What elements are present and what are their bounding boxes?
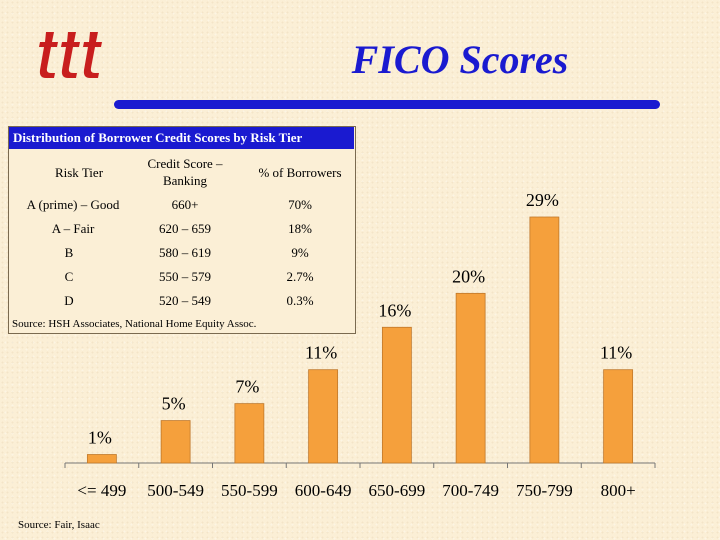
table-cell-score: 580 – 619 — [159, 245, 211, 260]
chart-source-note: Source: Fair, Isaac — [18, 519, 100, 531]
table-cell-tier: A – Fair — [51, 221, 95, 236]
x-tick-label: 750-799 — [516, 481, 573, 500]
table-cell-pct: 70% — [288, 197, 312, 212]
table-header-pct-borrowers: % of Borrowers — [258, 165, 342, 180]
table-cell-score: 660+ — [171, 197, 199, 212]
page-title: FICO Scores — [351, 37, 569, 82]
bar — [529, 216, 560, 464]
data-label: 11% — [600, 343, 632, 363]
data-label: 5% — [162, 394, 186, 414]
data-label: 11% — [305, 343, 337, 363]
bar — [381, 326, 412, 464]
title-underline — [114, 100, 660, 109]
table-cell-pct: 9% — [291, 245, 309, 260]
x-tick-label: 700-749 — [442, 481, 499, 500]
x-tick-label: 600-649 — [295, 481, 352, 500]
bar — [455, 292, 486, 464]
data-label: 29% — [526, 190, 559, 210]
table-cell-score: 620 – 659 — [159, 221, 211, 236]
table-cell-tier: C — [64, 269, 74, 284]
bar — [160, 420, 191, 464]
table-cell-pct: 2.7% — [286, 269, 314, 284]
x-tick-label: 650-699 — [369, 481, 426, 500]
ttt-logo — [39, 32, 102, 78]
table-header-credit-score: Credit Score – Banking — [147, 156, 223, 188]
table-cell-pct: 0.3% — [286, 293, 314, 308]
risk-tier-table: Distribution of Borrower Credit Scores b… — [8, 126, 356, 334]
table-title: Distribution of Borrower Credit Scores b… — [9, 127, 354, 149]
bar — [86, 454, 117, 464]
data-label: 7% — [235, 377, 259, 397]
bar — [603, 369, 634, 464]
x-tick-label: 500-549 — [147, 481, 204, 500]
table-cell-pct: 18% — [288, 221, 312, 236]
table-cell-score: 550 – 579 — [159, 269, 211, 284]
table-cell-score: 520 – 549 — [159, 293, 211, 308]
table-cell-tier: A (prime) – Good — [26, 197, 120, 212]
x-tick-label: 550-599 — [221, 481, 278, 500]
table-cell-tier: B — [64, 245, 74, 260]
table-header-risk-tier: Risk Tier — [54, 165, 104, 180]
data-label: 16% — [378, 300, 411, 320]
data-label: 20% — [452, 266, 485, 286]
table-cell-tier: D — [64, 293, 74, 308]
table-source-note: Source: HSH Associates, National Home Eq… — [12, 318, 257, 330]
x-tick-label: 800+ — [601, 481, 636, 500]
bar — [234, 403, 265, 464]
x-tick-label: <= 499 — [77, 481, 126, 500]
bar — [308, 369, 339, 464]
data-label: 1% — [88, 428, 112, 448]
